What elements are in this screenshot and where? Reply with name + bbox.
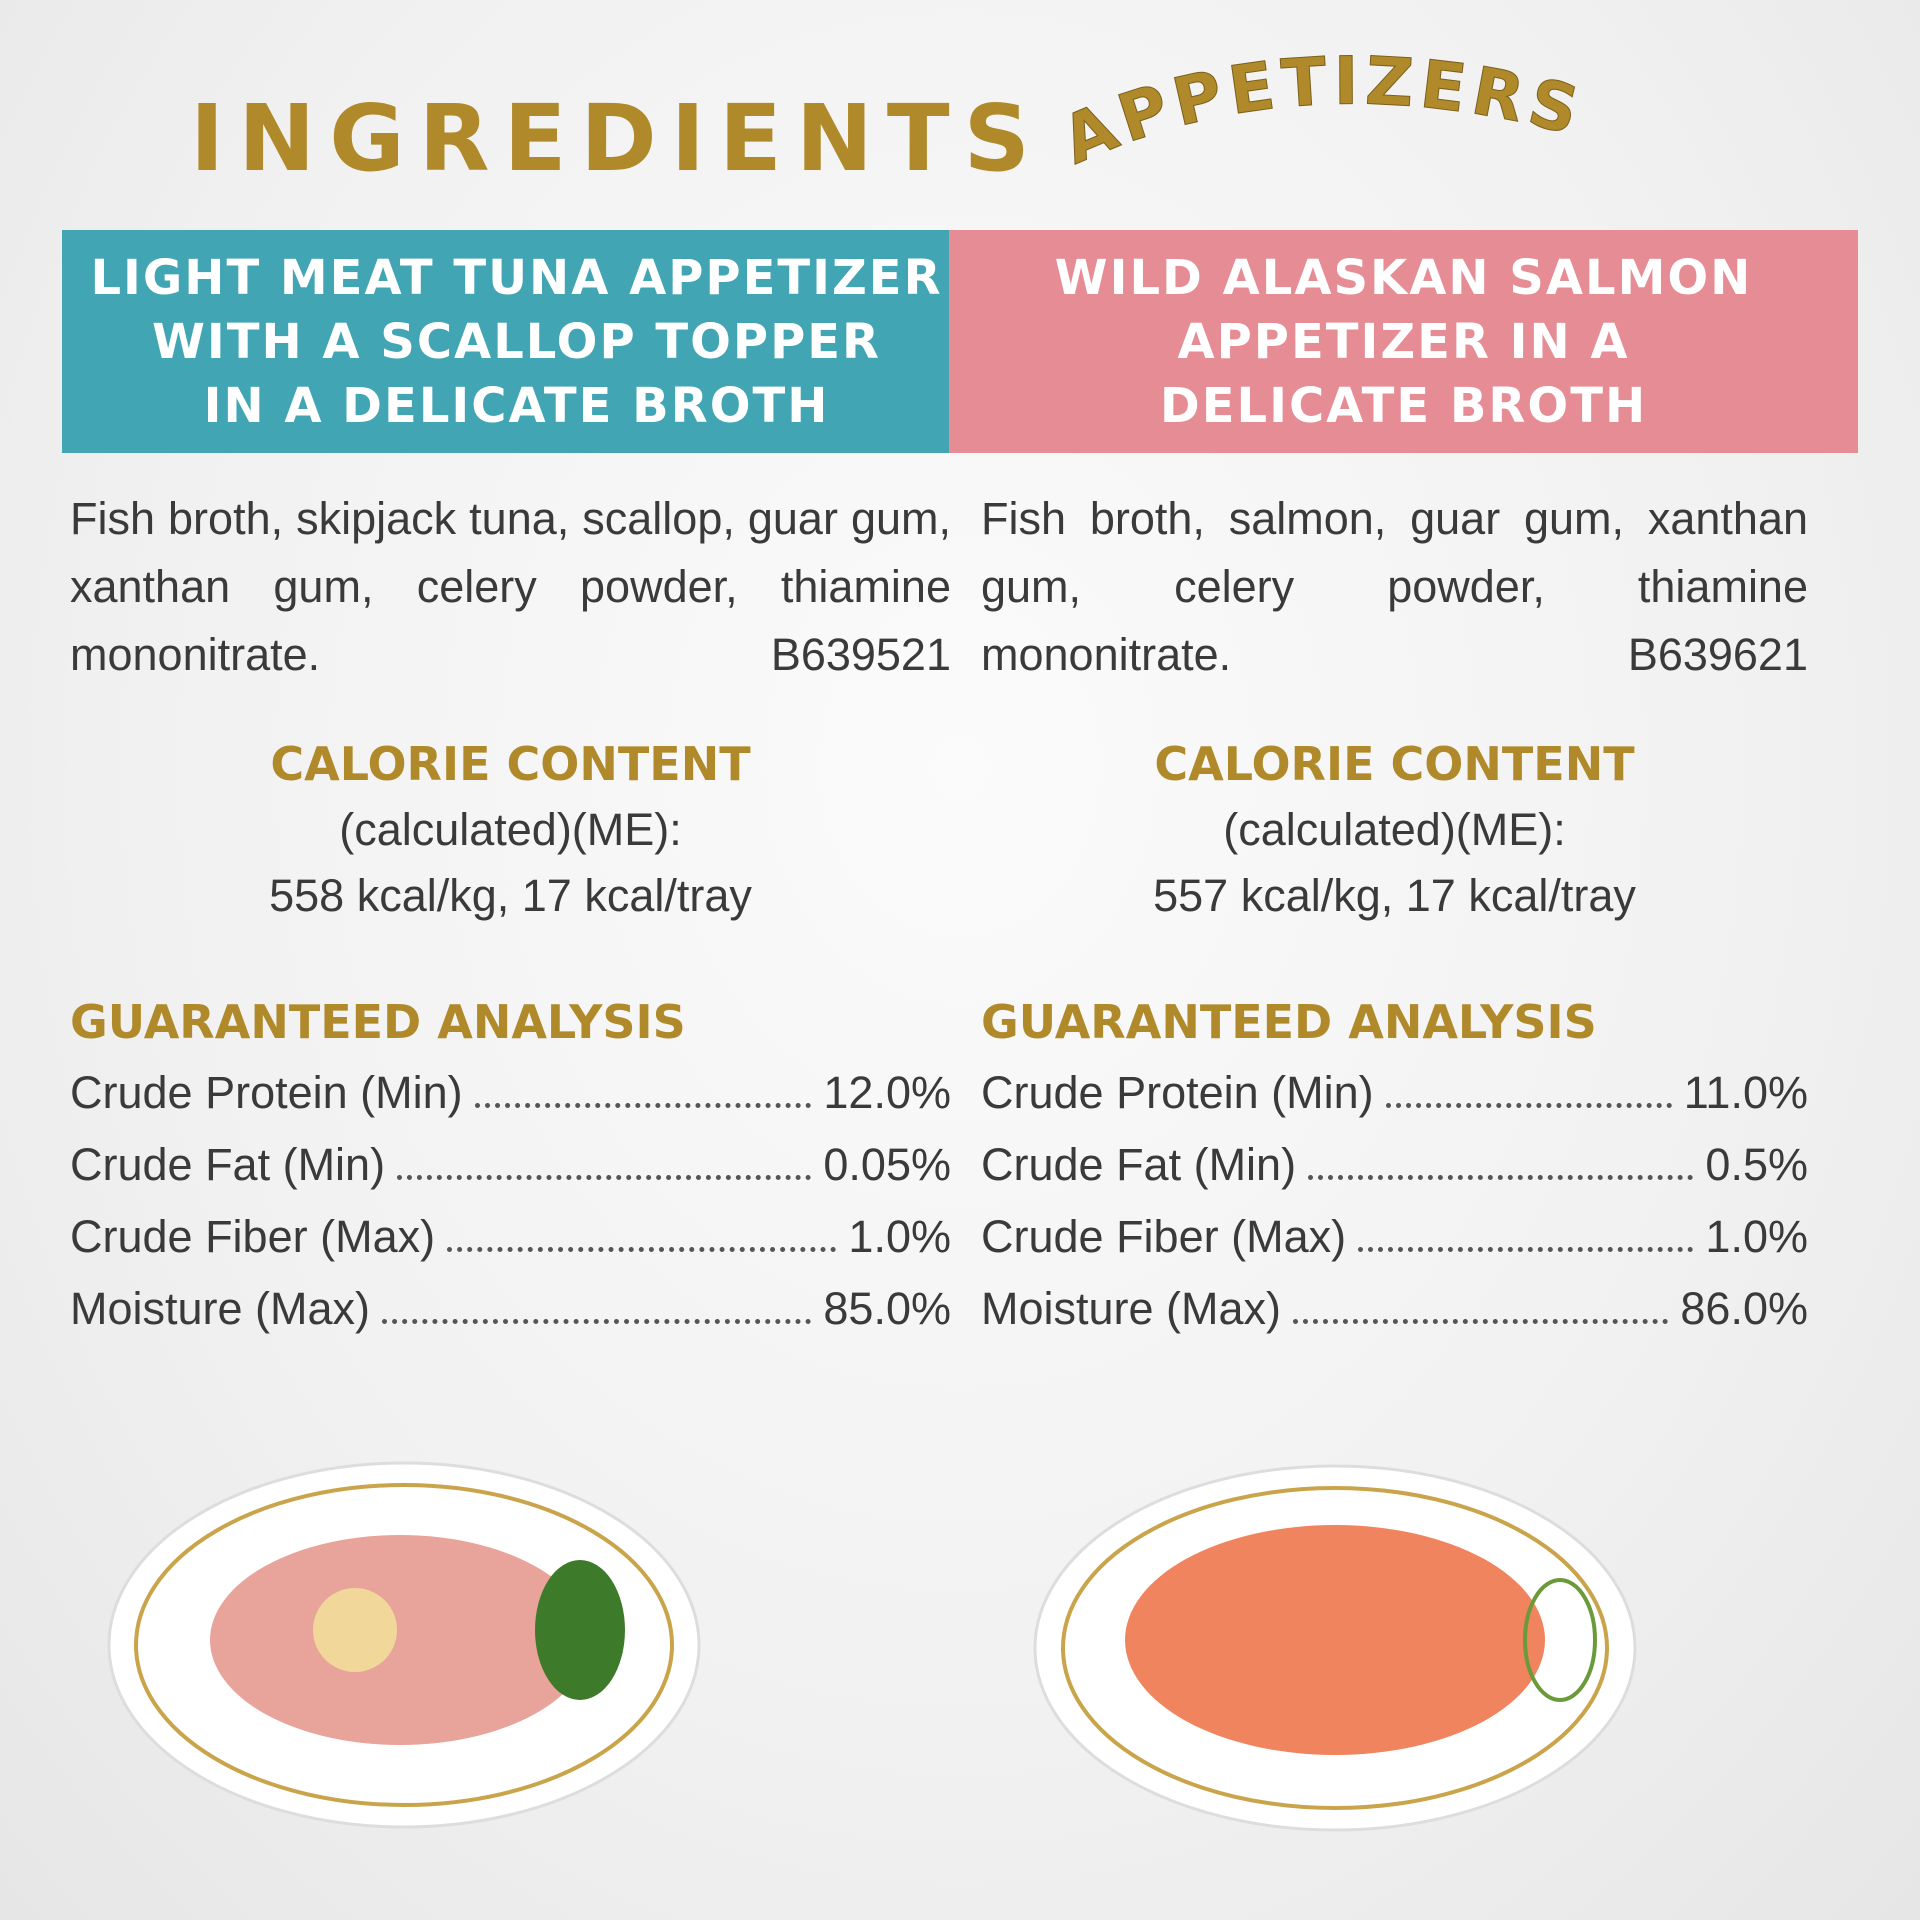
analysis-row: Moisture (Max) 86.0%: [981, 1273, 1808, 1345]
analysis-value: 1.0%: [848, 1211, 951, 1262]
calorie-heading: CALORIE CONTENT: [1154, 737, 1635, 791]
calorie-heading: CALORIE CONTENT: [270, 737, 751, 791]
product-name: WILD ALASKAN SALMON APPETIZER IN A DELICAT…: [949, 230, 1858, 453]
analysis-value: 86.0%: [1680, 1283, 1808, 1334]
leader-dots: [397, 1175, 812, 1180]
analysis-value: 1.0%: [1705, 1211, 1808, 1262]
analysis-label: Crude Fiber (Max): [981, 1211, 1347, 1262]
leader-dots: [447, 1247, 837, 1252]
analysis-label: Crude Fiber (Max): [70, 1211, 436, 1262]
leader-dots: [1293, 1319, 1669, 1324]
ingredients: Fish broth, skipjack tuna, scallop, guar…: [70, 485, 951, 689]
product-code: B639521: [770, 629, 951, 680]
analysis-value: 0.5%: [1705, 1139, 1808, 1190]
name-line: APPETIZER IN A: [1177, 313, 1630, 370]
analysis-label: Crude Fat (Min): [70, 1139, 386, 1190]
analysis-row: Crude Fiber (Max) 1.0%: [981, 1201, 1808, 1273]
name-line: WILD ALASKAN SALMON: [1054, 249, 1753, 306]
plate-right: [1033, 1464, 1637, 1832]
calorie-content: CALORIE CONTENT (calculated)(ME): 558 kcal…: [70, 731, 951, 929]
analysis-value: 12.0%: [823, 1067, 951, 1118]
product-column: LIGHT MEAT TUNA APPETIZER WITH A SCALLOP …: [62, 230, 971, 1345]
name-line: LIGHT MEAT TUNA APPETIZER: [90, 249, 943, 306]
product-name: LIGHT MEAT TUNA APPETIZER WITH A SCALLOP …: [62, 230, 971, 453]
name-line: IN A DELICATE BROTH: [203, 377, 830, 434]
analysis-heading: GUARANTEED ANALYSIS: [70, 995, 686, 1049]
analysis-row: Crude Protein (Min) 11.0%: [981, 1057, 1808, 1129]
leader-dots: [1385, 1103, 1672, 1108]
calorie-method: (calculated)(ME):: [1223, 804, 1566, 855]
analysis-value: 0.05%: [823, 1139, 951, 1190]
product-body: Fish broth, salmon, guar gum, xanthan gu…: [949, 485, 1858, 1345]
title: INGREDIENTS: [190, 85, 1044, 192]
calorie-values: 557 kcal/kg, 17 kcal/tray: [1153, 870, 1636, 921]
ingredients: Fish broth, salmon, guar gum, xanthan gu…: [981, 485, 1808, 689]
product-column: WILD ALASKAN SALMON APPETIZER IN A DELICAT…: [949, 230, 1858, 1345]
analysis-row: Crude Fiber (Max) 1.0%: [70, 1201, 951, 1273]
ingredients-text: Fish broth, skipjack tuna, scallop, guar…: [70, 493, 951, 680]
analysis-label: Crude Protein (Min): [981, 1067, 1374, 1118]
product-body: Fish broth, skipjack tuna, scallop, guar…: [62, 485, 971, 1345]
header: INGREDIENTS APPETIZERS: [190, 42, 1586, 192]
leader-dots: [1358, 1247, 1694, 1252]
leader-dots: [382, 1319, 812, 1324]
analysis-label: Moisture (Max): [981, 1283, 1282, 1334]
product-code: B639621: [1627, 629, 1808, 680]
analysis-row: Crude Fat (Min) 0.5%: [981, 1129, 1808, 1201]
analysis-row: Crude Protein (Min) 12.0%: [70, 1057, 951, 1129]
name-line: WITH A SCALLOP TOPPER: [151, 313, 882, 370]
name-line: DELICATE BROTH: [1159, 377, 1648, 434]
analysis-row: Crude Fat (Min) 0.05%: [70, 1129, 951, 1201]
analysis-label: Crude Protein (Min): [70, 1067, 463, 1118]
calorie-values: 558 kcal/kg, 17 kcal/tray: [269, 870, 752, 921]
analysis-value: 11.0%: [1683, 1067, 1808, 1118]
analysis-value: 85.0%: [823, 1283, 951, 1334]
ingredients-text: Fish broth, salmon, guar gum, xanthan gu…: [981, 493, 1808, 680]
leader-dots: [474, 1103, 812, 1108]
leader-dots: [1308, 1175, 1694, 1180]
analysis-label: Crude Fat (Min): [981, 1139, 1297, 1190]
plate-left: [107, 1461, 701, 1829]
analysis-heading: GUARANTEED ANALYSIS: [981, 995, 1597, 1049]
calorie-content: CALORIE CONTENT (calculated)(ME): 557 kcal…: [981, 731, 1808, 929]
analysis-row: Moisture (Max) 85.0%: [70, 1273, 951, 1345]
calorie-method: (calculated)(ME):: [339, 804, 682, 855]
analysis-label: Moisture (Max): [70, 1283, 371, 1334]
